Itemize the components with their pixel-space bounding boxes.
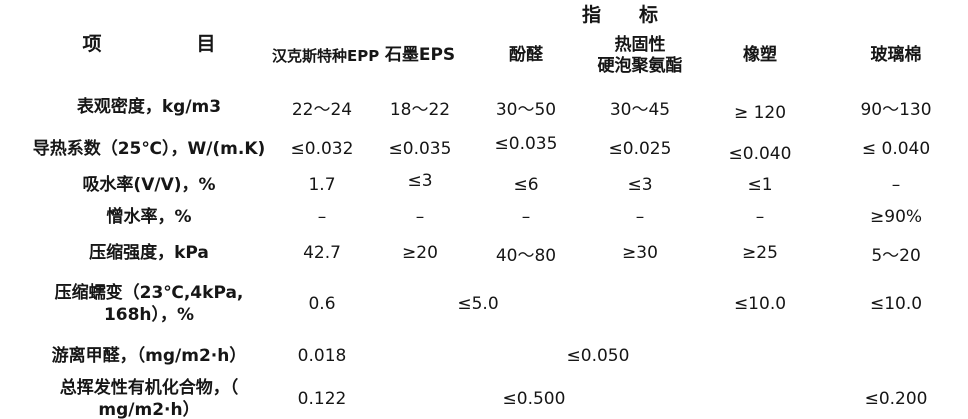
value-cell: 18～22 — [389, 99, 451, 120]
value-cell: ≤3 — [407, 171, 433, 191]
row-label: 游离甲醛，（mg/m2·h） — [51, 345, 247, 366]
value-cell: ≤0.500 — [502, 389, 566, 410]
table-row: 吸水率(V/V)，% 1.7 ≤3 ≤6 ≤3 ≤1 – — [0, 169, 968, 201]
column-header-5: 橡塑 — [743, 45, 777, 66]
value-cell: 0.6 — [308, 294, 336, 314]
value-cell: – — [755, 207, 765, 227]
value-cell: 40～80 — [495, 245, 557, 266]
row-label: 表观密度，kg/m3 — [76, 96, 222, 117]
value-cell: 5～20 — [871, 245, 921, 266]
value-cell: ≥20 — [402, 243, 438, 263]
row-label: 吸水率(V/V)，% — [82, 174, 216, 195]
value-cell — [824, 335, 968, 377]
table-row: 导热系数（25℃），W/(m.K) ≤0.032 ≤0.035 ≤0.035 ≤0.02… — [0, 129, 968, 169]
value-cell: 30～50 — [495, 99, 557, 120]
header-row-top: 项 目 指 标 — [0, 0, 968, 55]
row-label: 总挥发性有机化合物，（ mg/m2·h） — [59, 378, 239, 419]
row-label: 导热系数（25℃），W/(m.K) — [32, 138, 266, 159]
value-cell: 0.018 — [297, 346, 347, 366]
value-cell: ≤1 — [747, 175, 773, 195]
value-cell: ≤0.200 — [864, 389, 928, 410]
value-cell: – — [415, 207, 425, 227]
value-cell: ≤10.0 — [733, 294, 787, 314]
value-cell: ≤0.050 — [566, 346, 630, 366]
value-cell: 30～45 — [609, 99, 671, 120]
value-cell: ≤10.0 — [869, 294, 923, 314]
value-cell: 42.7 — [303, 243, 341, 263]
value-cell — [584, 273, 696, 335]
value-cell: ≤0.040 — [728, 144, 792, 164]
value-cell: ≥30 — [622, 243, 658, 263]
value-cell: ≤3 — [627, 175, 653, 195]
value-cell: ≥90% — [870, 207, 923, 227]
column-header-4: 热固性 硬泡聚氨酯 — [597, 34, 683, 76]
row-label: 压缩蠕变（23℃,4kPa, 168h），% — [54, 282, 244, 325]
indicator-group-header: 指 标 — [582, 4, 659, 26]
table-body: 表观密度，kg/m3 22～24 18～22 30～50 30～45 ≥ 120 90～13… — [0, 85, 968, 419]
value-cell: 1.7 — [308, 175, 336, 195]
column-header-2: 石墨EPS — [384, 45, 456, 66]
value-cell: – — [317, 207, 327, 227]
value-cell: – — [521, 207, 531, 227]
table-row: 憎水率，% – – – – – ≥90% — [0, 201, 968, 233]
column-header-1: 汉克斯特种EPP — [272, 46, 380, 65]
column-header-3: 酚醛 — [509, 45, 543, 66]
table-row: 游离甲醛，（mg/m2·h） 0.018 ≤0.050 — [0, 335, 968, 377]
value-cell: 90～130 — [860, 99, 932, 120]
row-label: 压缩强度，kPa — [89, 242, 209, 263]
row-label: 憎水率，% — [106, 206, 192, 227]
value-cell: ≤0.032 — [290, 139, 354, 159]
value-cell: ≥ 120 — [733, 103, 787, 123]
value-cell: ≥25 — [742, 243, 778, 263]
table-row: 总挥发性有机化合物，（ mg/m2·h） 0.122 ≤0.500 ≤0.200 — [0, 377, 968, 419]
value-cell — [696, 377, 824, 419]
value-cell: 22～24 — [291, 99, 353, 120]
table-row: 压缩强度，kPa 42.7 ≥20 40～80 ≥30 ≥25 5～20 — [0, 233, 968, 273]
table-row: 表观密度，kg/m3 22～24 18～22 30～50 30～45 ≥ 120 90～13… — [0, 85, 968, 129]
table-row: 压缩蠕变（23℃,4kPa, 168h），% 0.6 ≤5.0 ≤10.0 ≤10.0 — [0, 273, 968, 335]
item-column-header: 项 目 — [82, 33, 216, 55]
header-row-materials: 汉克斯特种EPP 石墨EPS 酚醛 热固性 硬泡聚氨酯 橡塑 玻璃棉 — [0, 27, 968, 85]
value-cell: 0.122 — [297, 389, 347, 410]
value-cell: ≤0.035 — [388, 139, 452, 159]
value-cell: – — [891, 175, 901, 195]
value-cell: ≤ 0.040 — [861, 139, 931, 159]
value-cell: ≤6 — [513, 175, 539, 195]
value-cell: ≤0.025 — [608, 139, 672, 159]
column-header-6: 玻璃棉 — [870, 45, 922, 66]
value-cell: – — [635, 207, 645, 227]
value-cell: ≤0.035 — [494, 134, 558, 154]
value-cell: ≤5.0 — [457, 294, 499, 314]
table-header: 项 目 指 标 汉克斯特种EPP 石墨EPS 酚醛 热固性 硬泡聚氨酯 橡塑 玻璃棉 — [0, 0, 968, 85]
